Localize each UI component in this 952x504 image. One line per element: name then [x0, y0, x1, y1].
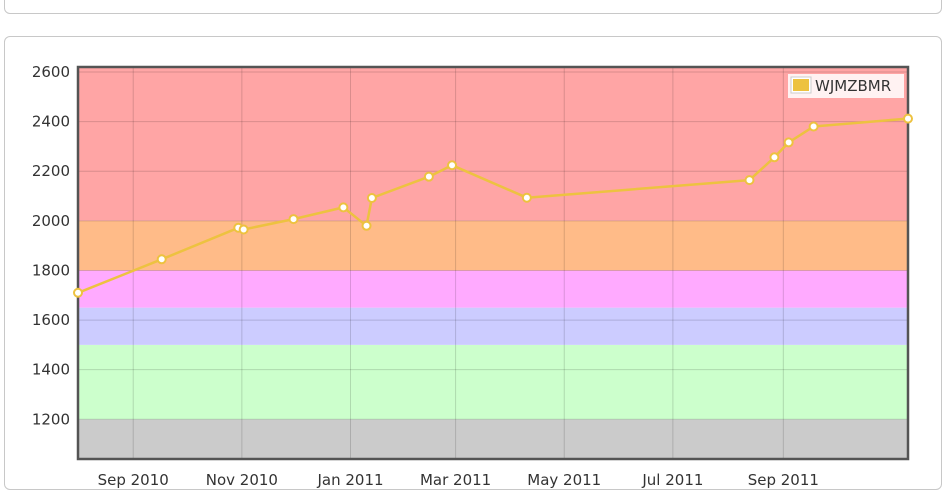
x-tick-label: Mar 2011 — [420, 471, 491, 489]
data-point-14[interactable] — [808, 121, 819, 132]
y-tick-label: 2200 — [32, 162, 70, 180]
series-layer — [73, 113, 913, 298]
data-point-6[interactable] — [361, 220, 372, 231]
x-axis-ticks: Sep 2010 Nov 2010 Jan 2011 Mar 2011 May 2011… — [98, 471, 819, 489]
data-point-12[interactable] — [769, 152, 780, 163]
band-0 — [78, 419, 908, 459]
top-panel — [4, 0, 942, 14]
band-4 — [78, 220, 908, 271]
data-point-1[interactable] — [156, 254, 167, 265]
y-tick-label: 1400 — [32, 361, 70, 379]
band-1 — [78, 344, 908, 420]
y-tick-label: 2400 — [32, 113, 70, 131]
legend-swatch — [793, 79, 809, 91]
data-point-9[interactable] — [447, 160, 458, 171]
legend-label: WJMZBMR — [815, 77, 891, 95]
data-point-11[interactable] — [744, 175, 755, 186]
data-point-15[interactable] — [903, 113, 913, 124]
grid-lines — [78, 67, 908, 459]
y-tick-label: 2000 — [32, 212, 70, 230]
y-axis-ticks: 1200 1400 1600 1800 2000 2200 2400 2600 — [32, 63, 70, 428]
x-tick-label: May 2011 — [527, 471, 601, 489]
y-tick-label: 2600 — [32, 63, 70, 81]
data-point-7[interactable] — [366, 192, 377, 203]
data-point-4[interactable] — [288, 214, 299, 225]
data-point-3[interactable] — [238, 224, 249, 235]
x-tick-label: Nov 2010 — [206, 471, 278, 489]
legend: WJMZBMR — [788, 74, 904, 98]
band-2 — [78, 307, 908, 345]
y-tick-label: 1600 — [32, 311, 70, 329]
y-tick-label: 1200 — [32, 410, 70, 428]
data-point-5[interactable] — [338, 202, 349, 213]
band-5 — [78, 67, 908, 221]
band-3 — [78, 270, 908, 308]
y-tick-label: 1800 — [32, 261, 70, 279]
data-point-0[interactable] — [73, 287, 83, 298]
x-tick-label: Jan 2011 — [316, 471, 383, 489]
data-point-13[interactable] — [783, 137, 794, 148]
data-point-10[interactable] — [521, 192, 532, 203]
x-tick-label: Jul 2011 — [641, 471, 703, 489]
x-tick-label: Sep 2010 — [98, 471, 169, 489]
x-tick-label: Sep 2011 — [748, 471, 819, 489]
plot-frame — [76, 65, 910, 461]
data-point-8[interactable] — [423, 171, 434, 182]
rating-bands — [78, 67, 908, 459]
